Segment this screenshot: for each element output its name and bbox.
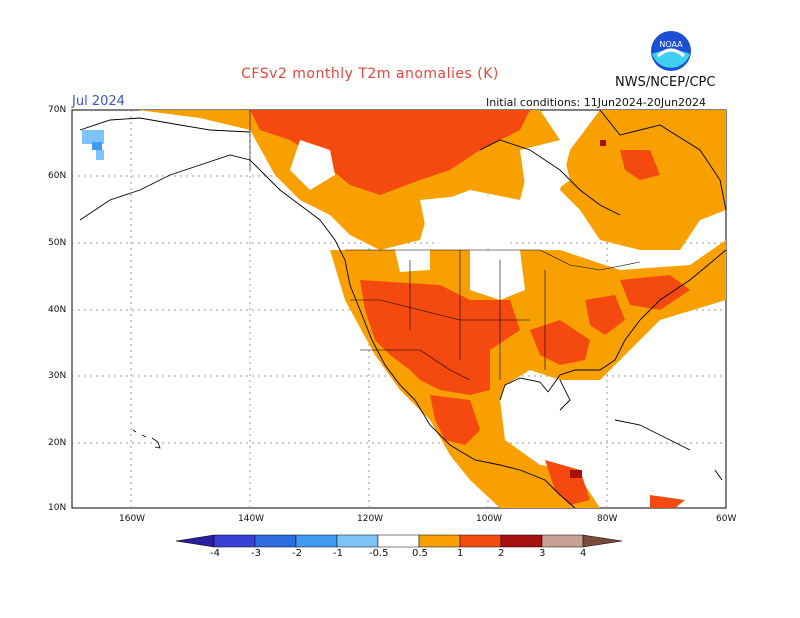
- lat-label: 30N: [48, 371, 67, 381]
- colorbar-label: 1: [457, 548, 464, 559]
- lon-label: 60W: [716, 514, 737, 524]
- colorbar-swatch: [459, 534, 502, 548]
- initial-conditions-label: Initial conditions: 11Jun2024-20Jun2024: [486, 96, 707, 109]
- borders: [249, 110, 641, 381]
- colorbar-label: -3: [251, 548, 261, 559]
- colorbar-swatch: [254, 534, 297, 548]
- colorbar-arrow-left: [175, 534, 215, 548]
- hawaii: [132, 429, 161, 449]
- colorbar-swatch: [295, 534, 338, 548]
- colorbar-label: 2: [498, 548, 505, 559]
- colorbar-swatch: [500, 534, 543, 548]
- colorbar-label: -4: [210, 548, 220, 559]
- colorbar-swatch: [336, 534, 379, 548]
- lon-label: 160W: [119, 514, 146, 524]
- lon-label: 120W: [357, 514, 384, 524]
- lon-label: 100W: [476, 514, 503, 524]
- noaa-logo: NOAA: [651, 31, 691, 71]
- anomaly-white-patches: [290, 140, 570, 300]
- lat-label: 10N: [48, 503, 67, 513]
- lon-label: 140W: [238, 514, 265, 524]
- anomaly-red: [250, 110, 690, 508]
- lat-label: 50N: [48, 238, 67, 248]
- colorbar-swatch: [418, 534, 461, 548]
- colorbar-swatch: [377, 534, 420, 548]
- colorbar-label: 4: [580, 548, 587, 559]
- logo-text: NOAA: [659, 40, 683, 49]
- lat-label: 60N: [48, 171, 67, 181]
- colorbar-label: 3: [539, 548, 546, 559]
- anomaly-cool: [82, 130, 104, 160]
- colorbar-arrow-right: [582, 534, 623, 548]
- agency-label: NWS/NCEP/CPC: [615, 75, 716, 90]
- colorbar-label: -1: [333, 548, 343, 559]
- colorbar-label: 0.5: [412, 548, 428, 559]
- colorbar-label: -0.5: [369, 548, 389, 559]
- lat-label: 20N: [48, 438, 67, 448]
- map-title: CFSv2 monthly T2m anomalies (K): [241, 66, 499, 82]
- lat-label: 40N: [48, 305, 67, 315]
- colorbar-swatch: [541, 534, 584, 548]
- lon-label: 80W: [597, 514, 618, 524]
- coastlines: [79, 109, 727, 509]
- anomaly-darkred: [570, 140, 606, 478]
- colorbar-swatch: [213, 534, 256, 548]
- month-label: Jul 2024: [72, 94, 125, 109]
- lat-label: 70N: [48, 105, 67, 115]
- colorbar-label: -2: [292, 548, 302, 559]
